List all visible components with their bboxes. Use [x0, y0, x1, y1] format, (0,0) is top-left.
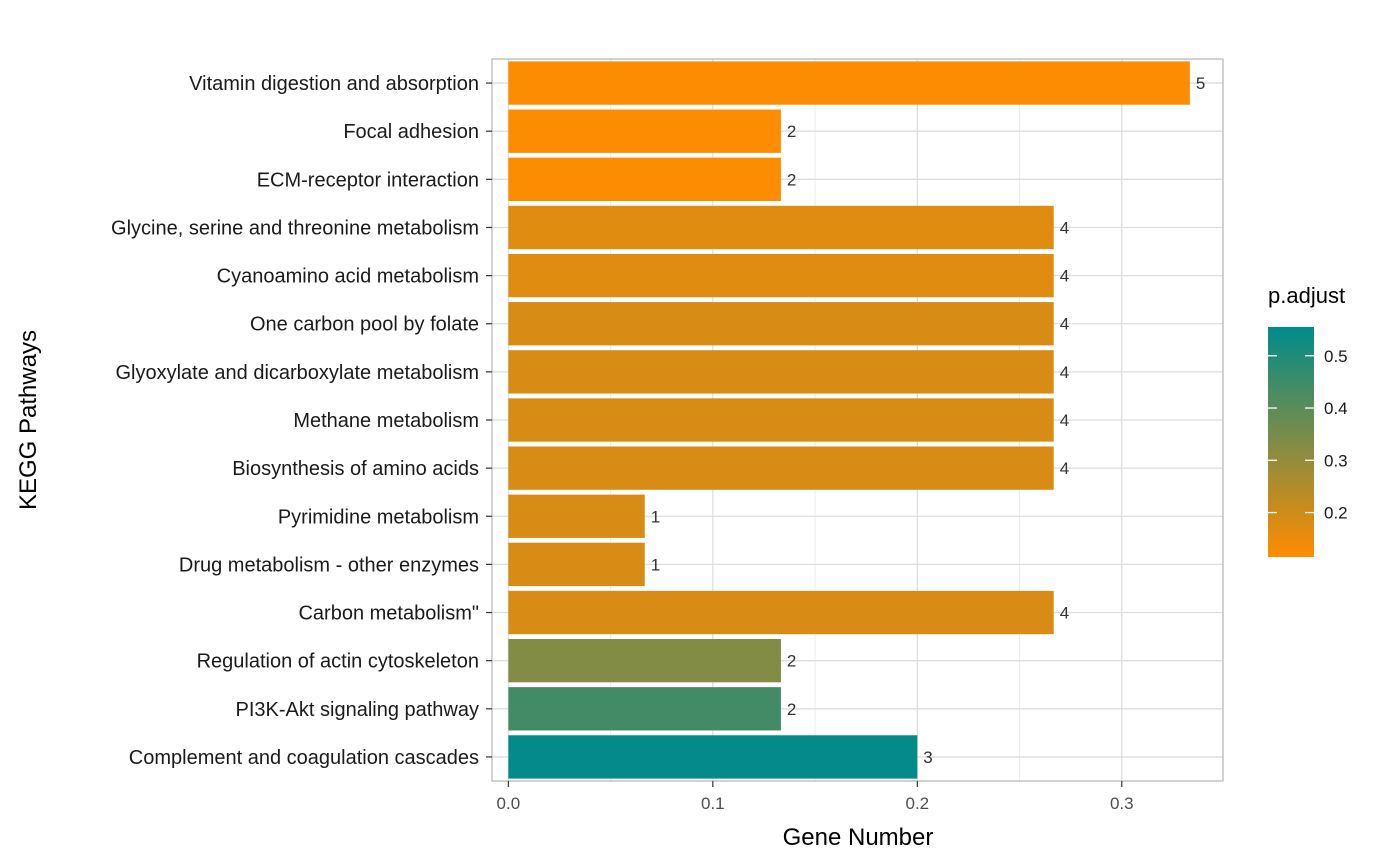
- bar: [508, 446, 1054, 490]
- x-tick-label: 0.3: [1110, 794, 1134, 813]
- bar-data-label: 4: [1060, 363, 1069, 382]
- bar-data-label: 2: [787, 122, 796, 141]
- category-label: PI3K-Akt signaling pathway: [236, 699, 479, 721]
- legend-tick-label: 0.5: [1324, 347, 1348, 366]
- bar: [508, 350, 1054, 394]
- bar: [508, 542, 645, 587]
- legend-colorbar: [1268, 327, 1314, 557]
- y-axis: Vitamin digestion and absorption Focal ad…: [111, 73, 492, 769]
- category-label: Complement and coagulation cascades: [129, 747, 479, 769]
- legend-tick-label: 0.4: [1324, 399, 1348, 418]
- x-tick-label: 0.0: [497, 794, 521, 813]
- bar-data-label: 4: [1060, 267, 1069, 286]
- bar: [508, 494, 645, 538]
- bar: [508, 205, 1054, 250]
- bar: [508, 687, 781, 731]
- legend-ticks: 0.2 0.3 0.4 0.5: [1268, 347, 1348, 523]
- category-label: Focal adhesion: [343, 121, 479, 143]
- bar-data-label: 4: [1060, 218, 1069, 237]
- bar: [508, 61, 1190, 105]
- category-label: Vitamin digestion and absorption: [189, 73, 479, 95]
- category-label: ECM-receptor interaction: [257, 169, 479, 191]
- bar: [508, 735, 918, 779]
- bar-data-label: 2: [787, 700, 796, 719]
- bar-data-label: 4: [1060, 315, 1069, 334]
- x-axis-title: Gene Number: [783, 824, 934, 851]
- x-tick-label: 0.1: [701, 794, 725, 813]
- category-label: Biosynthesis of amino acids: [232, 458, 479, 480]
- y-axis-title: KEGG Pathways: [15, 330, 42, 510]
- bar-data-label: 1: [651, 555, 660, 574]
- bar-data-label: 4: [1060, 604, 1069, 623]
- bar-data-label: 4: [1060, 411, 1069, 430]
- bar-data-label: 1: [651, 507, 660, 526]
- category-label: Glyoxylate and dicarboxylate metabolism: [115, 362, 479, 384]
- category-label: Glycine, serine and threonine metabolism: [111, 217, 479, 239]
- category-label: Drug metabolism - other enzymes: [179, 554, 479, 576]
- bar-data-label: 2: [787, 170, 796, 189]
- category-label: Pyrimidine metabolism: [278, 506, 479, 528]
- x-tick-label: 0.2: [905, 794, 929, 813]
- bar-data-label: 3: [923, 748, 932, 767]
- bar: [508, 590, 1054, 635]
- bar-data-label: 4: [1060, 459, 1069, 478]
- bar-data-label: 5: [1196, 74, 1205, 93]
- bar: [508, 639, 781, 683]
- bar: [508, 253, 1054, 298]
- bar: [508, 157, 781, 201]
- bar: [508, 109, 781, 153]
- legend-tick-label: 0.3: [1324, 451, 1348, 470]
- legend: p.adjust 0.2 0.3 0.4 0.5: [1268, 283, 1348, 557]
- legend-tick-label: 0.2: [1324, 504, 1348, 523]
- bars: 5 2 2 4 4 4 4 4 4 1 1 4 2 2 3: [508, 61, 1205, 779]
- x-axis: 0.0 0.1 0.2 0.3: [497, 781, 1134, 813]
- category-label: Regulation of actin cytoskeleton: [197, 651, 479, 673]
- category-label: Carbon metabolism": [298, 603, 479, 625]
- category-label: Methane metabolism: [293, 410, 479, 432]
- category-label: Cyanoamino acid metabolism: [217, 266, 479, 288]
- legend-title: p.adjust: [1268, 283, 1345, 308]
- bar: [508, 398, 1054, 442]
- category-label: One carbon pool by folate: [250, 314, 479, 336]
- bar: [508, 302, 1054, 346]
- bar-data-label: 2: [787, 652, 796, 671]
